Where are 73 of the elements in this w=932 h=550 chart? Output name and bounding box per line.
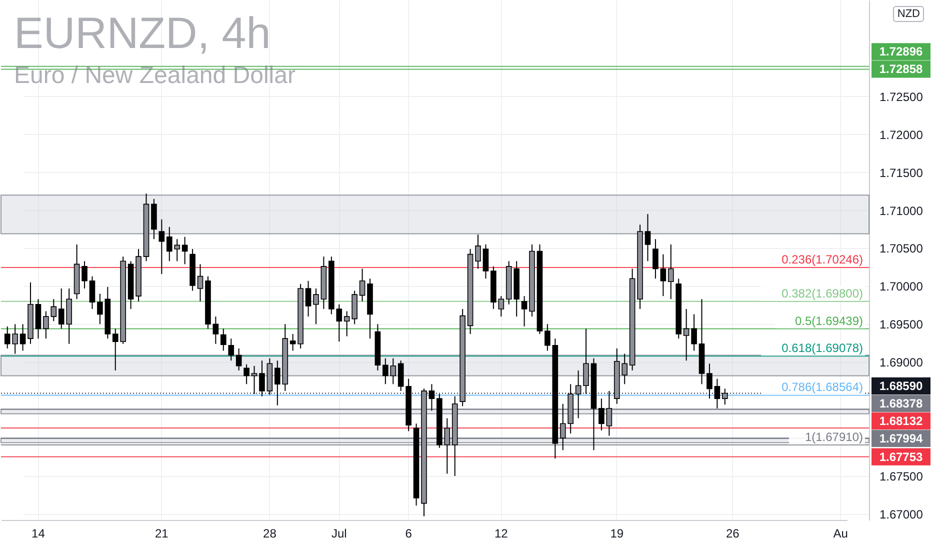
x-tick-label: Au: [833, 526, 848, 540]
candlestick: [583, 328, 589, 394]
x-tick-label: 6: [405, 526, 412, 540]
ref-line-label: 1.68132: [879, 414, 924, 428]
candlestick: [668, 244, 674, 300]
candlestick: [244, 364, 250, 385]
text: Euro / New Zealand Dollar: [14, 62, 296, 90]
candlestick: [20, 324, 26, 352]
ref-line-label: 1.68590: [879, 378, 924, 393]
y-tick-label: 1.71000: [880, 204, 924, 218]
candlestick: [575, 370, 582, 419]
candlestick: [236, 348, 242, 371]
chart-title: EURNZD, 4h: [14, 8, 272, 60]
ref-line-label: 1.67994: [879, 431, 924, 446]
y-tick-label: 1.70000: [880, 280, 924, 294]
candlestick: [305, 280, 312, 318]
candlestick: [722, 388, 728, 406]
candlestick: [706, 363, 712, 400]
candlestick: [259, 360, 265, 397]
ref-line-label: 1.72858: [879, 62, 924, 76]
y-tick-label: 1.67500: [880, 469, 924, 484]
y-tick-label: 1.69000: [880, 356, 924, 370]
candlestick: [228, 338, 234, 362]
x-tick-label: 14: [32, 526, 46, 540]
annotation: 0.236(1.70246): [782, 252, 863, 267]
x-tick-label: 21: [154, 526, 169, 540]
text: NZD: [893, 6, 924, 22]
candlestick: [82, 260, 88, 289]
annotation: 0.382(1.69800): [782, 286, 863, 300]
candlestick: [598, 398, 604, 431]
annotation: 0.5(1.69439): [794, 314, 863, 328]
candlestick: [683, 308, 690, 362]
candlestick: [644, 214, 651, 262]
candlestick: [212, 316, 219, 344]
y-tick-label: 1.67000: [880, 507, 924, 522]
candlestick: [428, 384, 435, 412]
candlestick: [521, 296, 528, 327]
candlestick: [197, 264, 204, 302]
ref-line-label: 1.72896: [879, 44, 924, 59]
candlestick: [691, 314, 697, 352]
candlestick: [714, 378, 720, 409]
candlestick: [251, 365, 258, 394]
candlestick: [606, 390, 612, 436]
y-tick-label: 1.72500: [880, 90, 924, 104]
candlestick: [97, 293, 103, 325]
y-tick-label: 1.72000: [880, 128, 924, 142]
candlestick: [652, 238, 658, 280]
x-tick-label: 12: [494, 526, 508, 540]
candlestick: [660, 254, 666, 297]
candlestick: [313, 288, 319, 325]
ref-line-label: 1.68378: [879, 396, 924, 410]
candlestick: [544, 324, 550, 352]
x-tick-label: 26: [726, 526, 740, 540]
y-tick-label: 1.70500: [880, 242, 924, 256]
candlestick: [359, 268, 366, 302]
annotation: 0.618(1.69078): [782, 341, 863, 356]
annotation: 0.786(1.68564): [782, 380, 863, 394]
annotation: 1(1.67910): [804, 430, 863, 444]
candlestick: [89, 276, 96, 310]
candlestick: [158, 218, 165, 275]
candlestick: [220, 328, 226, 352]
y-tick-label: 1.71500: [880, 166, 924, 180]
x-tick-label: 19: [610, 526, 624, 540]
y-tick-label: 1.69500: [880, 318, 924, 332]
x-tick-label: Jul: [331, 526, 347, 540]
candlestick: [182, 236, 188, 265]
ref-line-label: 1.67753: [879, 450, 924, 464]
candlestick: [475, 234, 481, 270]
x-tick-label: 28: [263, 526, 277, 540]
candlestick: [482, 244, 489, 280]
candlestick: [290, 334, 296, 352]
candlestick: [43, 310, 49, 340]
candlestick: [50, 298, 57, 322]
